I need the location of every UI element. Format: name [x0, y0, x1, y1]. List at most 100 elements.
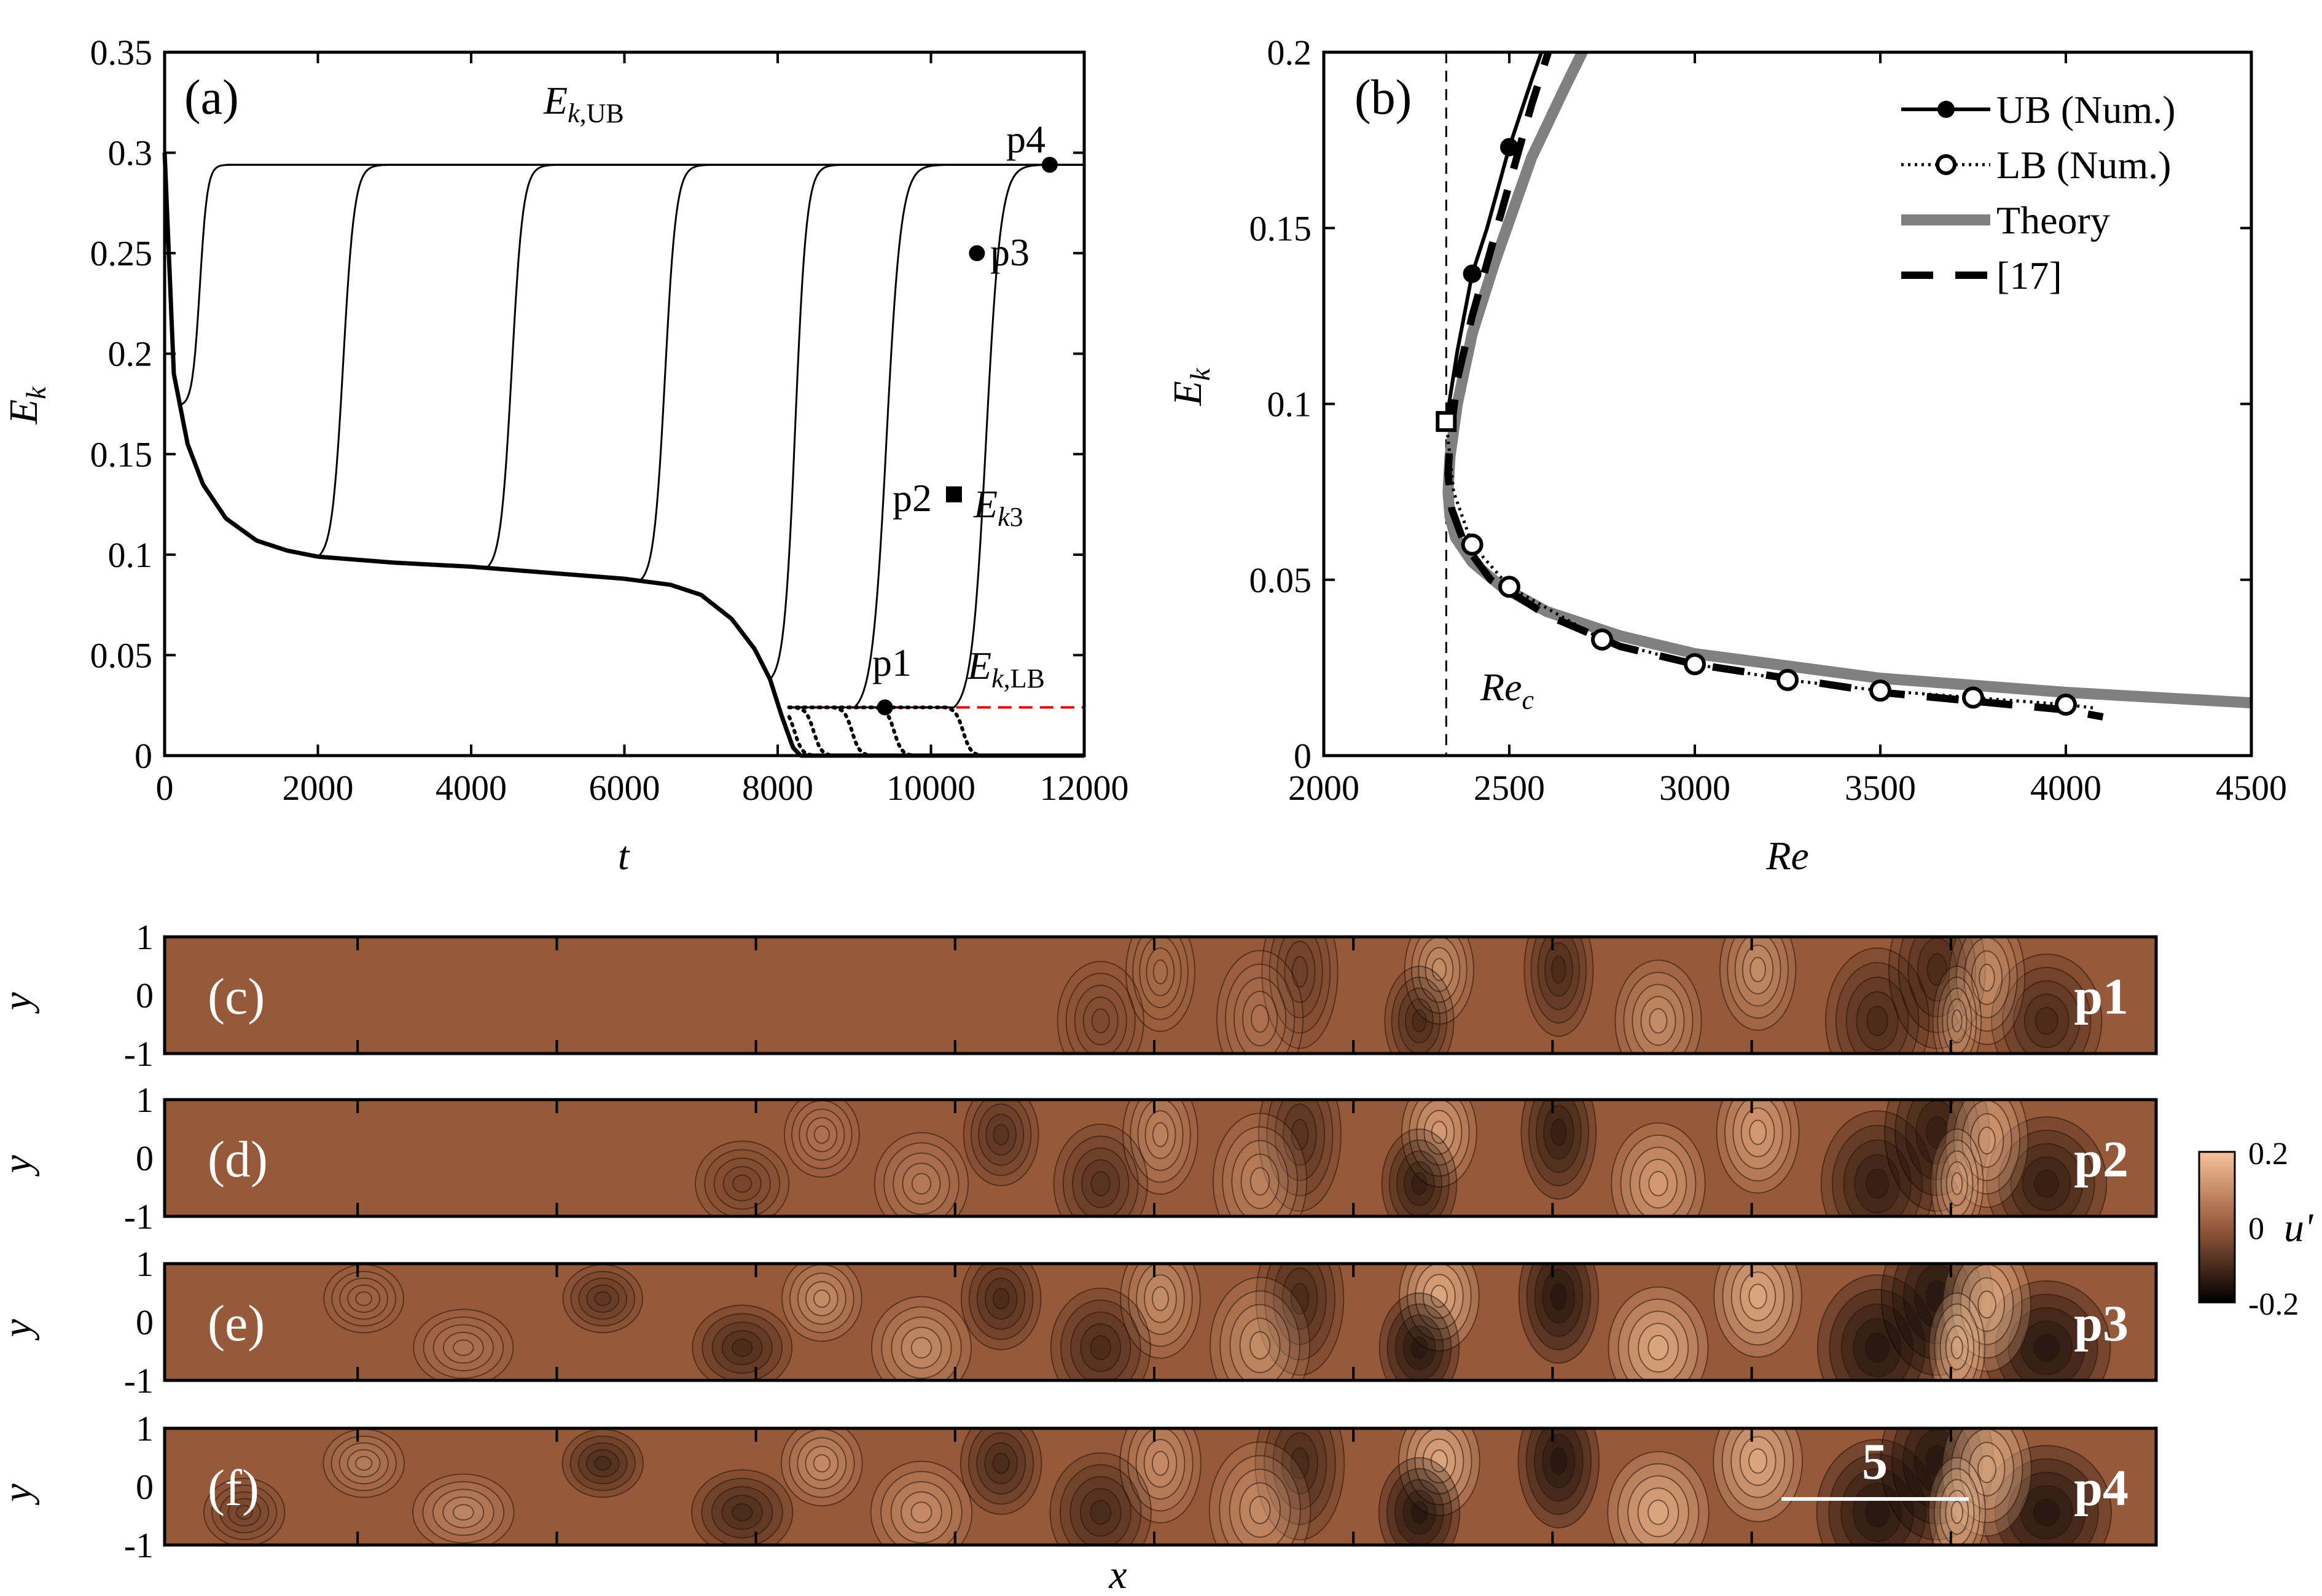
colorbar-gradient	[2198, 1151, 2236, 1304]
positive-contour	[1219, 1455, 1301, 1545]
negative-contour	[1845, 976, 1909, 1054]
positive-contour	[355, 1455, 373, 1471]
negative-contour	[1410, 1501, 1428, 1524]
negative-contour	[1542, 1433, 1576, 1488]
field-y-tick-label: 0	[136, 976, 154, 1015]
point-p3-marker	[969, 245, 985, 262]
field-panel-label: (e)	[208, 1295, 265, 1352]
negative-contour	[227, 1498, 262, 1527]
negative-contour	[1550, 1447, 1568, 1475]
negative-contour	[1290, 1283, 1310, 1315]
positive-contour	[1125, 937, 1196, 1032]
negative-contour	[219, 1491, 270, 1533]
positive-contour	[1146, 947, 1175, 996]
negative-contour	[585, 1449, 620, 1478]
transition-curve	[179, 163, 1084, 406]
positive-contour	[1638, 1323, 1679, 1373]
panel-a-label: (a)	[184, 71, 239, 125]
positive-contour	[1639, 1159, 1678, 1209]
colorbar: 0.2 0 -0.2 u'	[2198, 1136, 2314, 1322]
positive-contour	[870, 1296, 972, 1380]
positive-contour	[1222, 1126, 1299, 1216]
negative-contour	[992, 1288, 1010, 1310]
positive-contour	[783, 1100, 860, 1178]
negative-contour	[1284, 941, 1316, 1003]
negative-contour	[1059, 1464, 1142, 1545]
negative-contour	[1530, 937, 1587, 1024]
colorbar-tick-zero: 0	[2248, 1211, 2264, 1246]
positive-contour	[1144, 1274, 1177, 1323]
negative-contour	[2034, 1170, 2060, 1198]
lb-decay-curve	[787, 705, 1002, 757]
negative-contour	[1856, 991, 1899, 1051]
negative-contour	[2023, 993, 2070, 1049]
positive-contour	[1152, 1286, 1169, 1312]
positive-contour	[1249, 1331, 1271, 1360]
negative-contour	[721, 1495, 764, 1530]
negative-contour	[1398, 987, 1441, 1054]
positive-contour	[432, 1488, 495, 1536]
positive-contour	[1945, 1490, 1969, 1535]
y-tick-label: 0.2	[1267, 33, 1312, 72]
positive-contour	[901, 1491, 942, 1533]
negative-contour	[732, 1174, 752, 1193]
positive-contour	[1233, 977, 1287, 1054]
field-ylabel: y	[0, 1484, 40, 1506]
field-y-tick-label: -1	[124, 1525, 154, 1565]
negative-contour	[1829, 1288, 1926, 1380]
lb-marker	[1684, 653, 1706, 676]
positive-contour	[1648, 1500, 1669, 1525]
y-tick-label: 0.2	[108, 334, 153, 374]
p3-label: p3	[990, 230, 1030, 274]
positive-contour	[813, 1125, 831, 1144]
field-contours	[165, 1264, 2156, 1380]
positive-contour	[1640, 996, 1676, 1046]
positive-contour	[1979, 963, 1995, 992]
positive-contour	[1251, 1004, 1270, 1033]
positive-contour	[813, 1289, 831, 1308]
field-y-tick-label: -1	[124, 1361, 154, 1401]
positive-contour	[1978, 1126, 1996, 1155]
negative-contour	[721, 1330, 763, 1366]
positive-contour	[442, 1331, 484, 1364]
panel-b-label: (b)	[1354, 71, 1412, 125]
positive-contour	[1617, 1298, 1699, 1380]
negative-contour	[1394, 1479, 1444, 1545]
negative-contour	[1550, 1118, 1567, 1146]
y-tick-label: 0.1	[108, 535, 153, 575]
positive-contour	[412, 1473, 515, 1545]
positive-contour	[1950, 1501, 1964, 1524]
positive-contour	[1430, 1285, 1448, 1308]
negative-contour	[1905, 1100, 1969, 1181]
transition-curve	[769, 163, 1085, 680]
field-point-label: p2	[2074, 1131, 2128, 1188]
x-tick-label: 3500	[1845, 768, 1916, 808]
positive-contour	[1977, 1290, 1996, 1319]
positive-contour	[1939, 1479, 1975, 1545]
negative-contour	[594, 1455, 612, 1471]
decay-curve	[162, 152, 1084, 758]
positive-contour	[1945, 1325, 1969, 1371]
x-tick-label: 4500	[2216, 768, 2287, 808]
negative-contour	[704, 1149, 781, 1216]
legend-theory-text: Theory	[1996, 198, 2110, 242]
x-tick-label: 2000	[283, 768, 354, 808]
p2-label: p2	[893, 476, 932, 520]
negative-contour	[1525, 1428, 1592, 1516]
positive-contour	[1137, 1100, 1184, 1172]
positive-contour	[1951, 1009, 1963, 1033]
panel-a-frame	[163, 50, 1086, 757]
positive-contour	[1749, 1119, 1767, 1145]
positive-contour	[1637, 1487, 1679, 1538]
positive-contour	[1941, 1150, 1974, 1216]
legend-lb-text: LB (Num.)	[1996, 143, 2171, 187]
negative-contour	[1816, 1274, 1938, 1380]
negative-contour	[1402, 1325, 1436, 1371]
lb-marker	[1962, 686, 1984, 709]
positive-contour	[1240, 1153, 1280, 1210]
positive-contour	[1431, 958, 1447, 981]
negative-contour	[731, 1338, 753, 1357]
negative-contour	[976, 1432, 1026, 1495]
positive-contour	[1144, 1110, 1176, 1159]
panel-a-curves	[162, 152, 1085, 758]
